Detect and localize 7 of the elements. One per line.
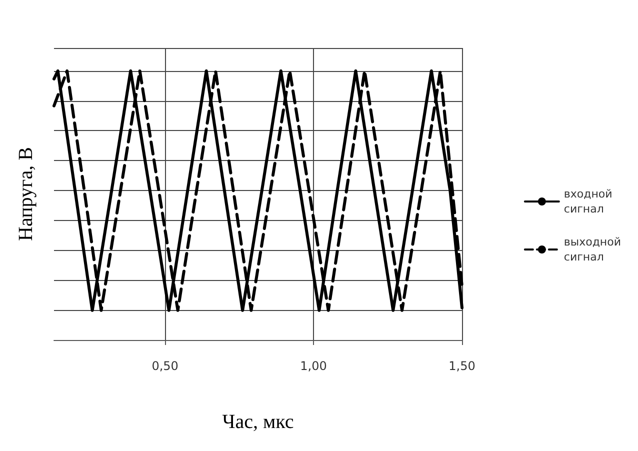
y-axis-title: Напруга, В — [15, 147, 37, 241]
legend-label: выходной сигнал — [564, 236, 622, 264]
x-tick-label: 1,00 — [300, 359, 327, 373]
x-axis-title: Час, мкс — [222, 411, 294, 433]
x-tick-label: 0,50 — [152, 359, 178, 373]
legend-label: входной сигнал — [564, 188, 612, 216]
x-tick-label: 1,50 — [448, 359, 476, 373]
